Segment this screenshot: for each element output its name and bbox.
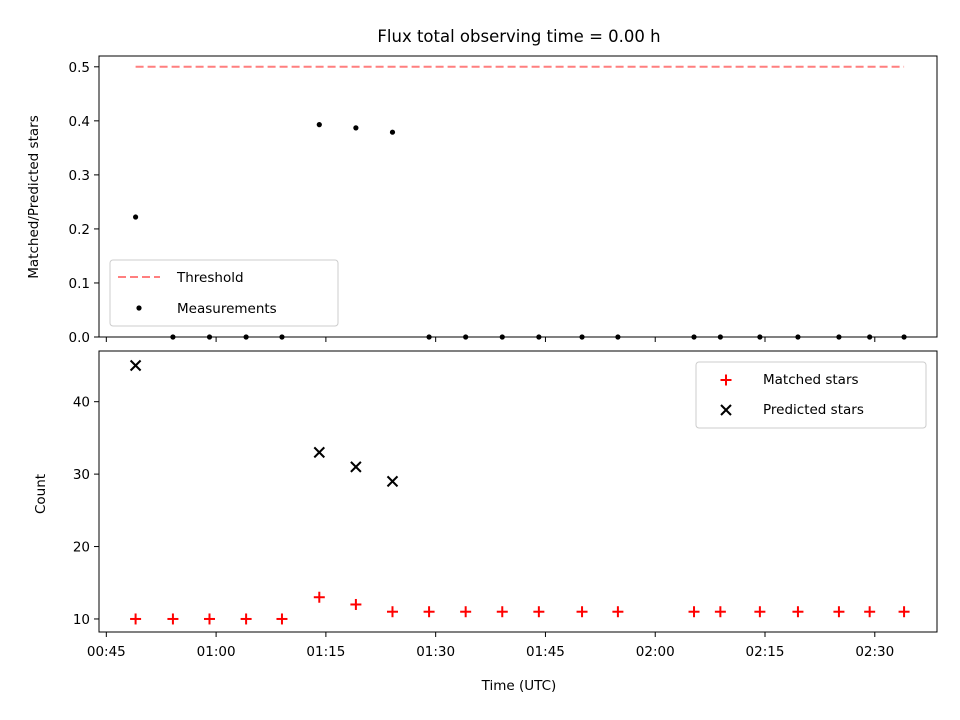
matched-stars-point	[204, 613, 216, 625]
matched-stars-point	[130, 613, 142, 625]
top-plot-area	[132, 65, 907, 340]
chart-title: Flux total observing time = 0.00 h	[377, 27, 660, 46]
legend-predicted-swatch	[720, 404, 732, 416]
x-axis-label: Time (UTC)	[481, 678, 557, 694]
matched-stars-point	[533, 606, 545, 618]
matched-stars-point	[576, 606, 588, 618]
matched-stars-point	[313, 591, 325, 603]
top-y-tick-label: 0.4	[69, 114, 90, 130]
top-y-tick-label: 0.5	[69, 60, 90, 76]
legend-measurements-swatch	[136, 305, 142, 311]
measurement-point	[132, 214, 139, 220]
top-y-tick-label: 0.2	[69, 222, 90, 238]
matched-stars-point	[754, 606, 766, 618]
x-tick-label: 02:15	[746, 644, 785, 660]
matched-stars-point	[460, 606, 472, 618]
matched-stars-point	[792, 606, 804, 618]
top-y-axis-label: Matched/Predicted stars	[26, 115, 42, 278]
matched-stars-point	[167, 613, 179, 625]
x-tick-label: 02:30	[855, 644, 894, 660]
bottom-y-tick-label: 20	[73, 540, 90, 556]
x-tick-label: 01:15	[306, 644, 345, 660]
matched-stars-point	[612, 606, 624, 618]
legend-threshold-label: Threshold	[176, 270, 244, 286]
bottom-legend: Matched stars Predicted stars	[695, 361, 927, 429]
top-x-ticks	[105, 337, 876, 342]
legend-predicted-marker	[720, 404, 732, 416]
matched-stars-point	[864, 606, 876, 618]
matched-stars-point	[833, 606, 845, 618]
x-tick-label: 02:00	[636, 644, 675, 660]
legend-measurements-label: Measurements	[177, 301, 277, 317]
matched-stars-point	[423, 606, 435, 618]
matched-stars-point	[386, 606, 398, 618]
top-legend: Threshold Measurements	[109, 259, 339, 327]
predicted-stars-point	[386, 475, 399, 488]
top-y-tick-label: 0.0	[69, 330, 90, 346]
top-axes-frame	[98, 55, 938, 338]
legend-matched-marker	[720, 374, 732, 386]
top-panel: 0.0 0.1 0.2 0.3 0.4 0.5 Matched/Predicted sta…	[26, 55, 938, 346]
bottom-legend-box	[695, 361, 927, 429]
legend-matched-label: Matched stars	[763, 372, 859, 388]
bottom-y-tick-label: 30	[73, 467, 90, 483]
predicted-stars-point	[313, 446, 326, 459]
bottom-y-tick-label: 40	[73, 395, 90, 411]
matched-stars-point	[898, 606, 910, 618]
top-y-tick-label: 0.1	[69, 276, 90, 292]
matched-stars-point	[496, 606, 508, 618]
bottom-y-tick-label: 10	[73, 612, 90, 628]
matched-stars-point	[276, 613, 288, 625]
matched-stars-point	[240, 613, 252, 625]
bottom-y-ticks: 10 20 30 40	[73, 395, 99, 628]
predicted-stars-point	[129, 359, 142, 372]
x-tick-label: 01:00	[197, 644, 236, 660]
matched-stars-point	[688, 606, 700, 618]
measurement-point	[316, 122, 322, 128]
bottom-axes-frame	[98, 350, 938, 633]
bottom-x-ticks: 00:45 01:00 01:15 01:30 01:45 02:00 02:15 02:30	[87, 632, 894, 660]
predicted-stars-point	[350, 461, 362, 473]
measurement-point	[353, 125, 359, 131]
bottom-plot-area	[129, 359, 910, 625]
legend-predicted-label: Predicted stars	[763, 402, 864, 418]
top-y-ticks: 0.0 0.1 0.2 0.3 0.4 0.5	[69, 60, 99, 346]
x-tick-label: 01:45	[526, 644, 565, 660]
top-legend-box	[109, 259, 339, 327]
measurement-point	[389, 129, 396, 135]
bottom-y-axis-label: Count	[33, 474, 49, 514]
matched-stars-point	[350, 598, 362, 610]
legend-matched-swatch	[720, 374, 732, 386]
x-tick-label: 00:45	[87, 644, 126, 660]
top-y-tick-label: 0.3	[69, 168, 90, 184]
matched-stars-point	[714, 606, 726, 618]
x-tick-label: 01:30	[416, 644, 455, 660]
